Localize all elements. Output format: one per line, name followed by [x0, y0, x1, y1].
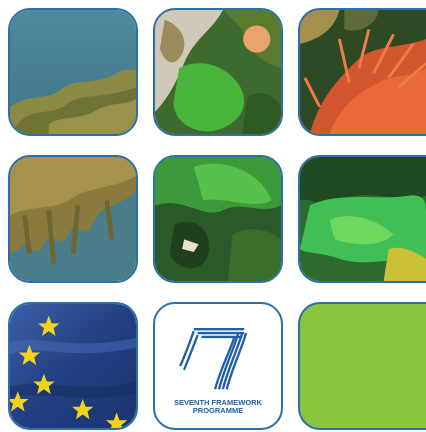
photo-tile-red-algae: [298, 8, 426, 136]
fp7-logo-icon: [179, 328, 248, 390]
fp7-logo-text-line1: SEVENTH FRAMEWORK: [174, 398, 262, 407]
lime-green-tile: [298, 302, 426, 430]
photo-tile-kelp-fronds: [8, 155, 138, 283]
photo-tile-green-algae-rocks: [153, 8, 283, 136]
eu-star-icon: [10, 315, 128, 428]
eu-flag-tile: [8, 302, 138, 430]
photo-tile-underwater-seaweed: [8, 8, 138, 136]
photo-tile-green-seaweed-fish: [153, 155, 283, 283]
photo-tile-bright-green-algae: [298, 155, 426, 283]
fp7-logo-text-line2: PROGRAMME: [192, 406, 244, 415]
fp7-logo-tile: SEVENTH FRAMEWORK PROGRAMME: [153, 302, 283, 430]
